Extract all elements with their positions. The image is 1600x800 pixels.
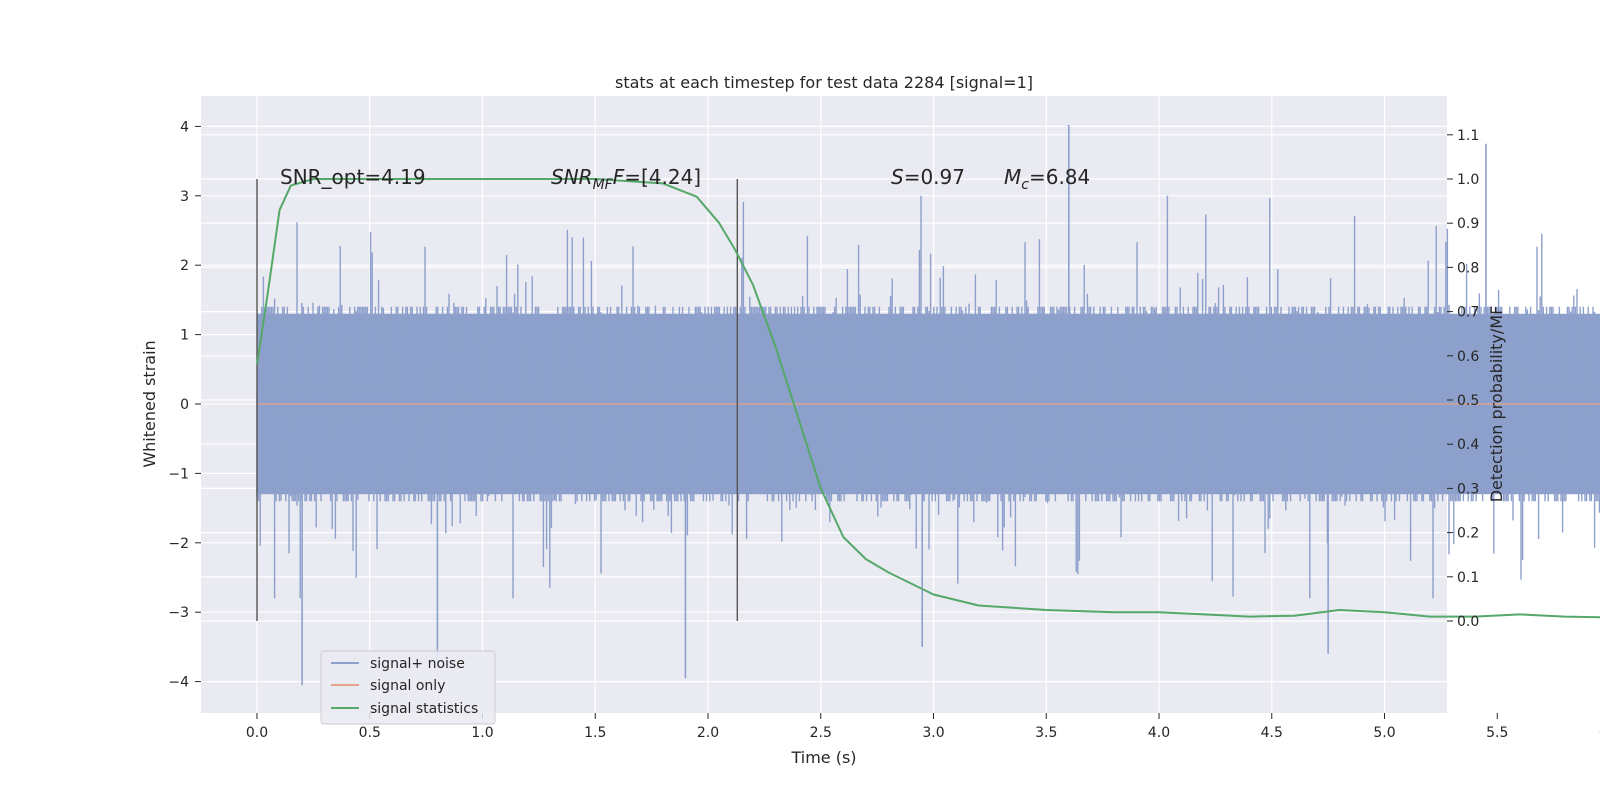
- annotation-mc-subscript: c: [1021, 177, 1029, 193]
- statistics-line: [256, 178, 1600, 619]
- y2-axis-label: Detection probability/MF: [1487, 306, 1506, 503]
- y2-tick-label: 0.5: [1457, 393, 1479, 409]
- annotation-snr-mf: SNRMFF=[4.24]: [551, 165, 701, 193]
- annotation-snr-mf-base: SNR: [551, 165, 593, 189]
- x-tick-label: 0.5: [359, 725, 381, 741]
- annotation-s-label: S: [891, 165, 904, 189]
- annotations: SNR_opt=4.19 SNRMFF=[4.24] S=0.97 Mc=6.8…: [280, 165, 1090, 193]
- x-tick-label: 5.5: [1486, 725, 1508, 741]
- x-tick-label: 2.5: [810, 725, 832, 741]
- y-tick-label: 4: [180, 119, 189, 135]
- y2-tick-label: 0.8: [1457, 260, 1479, 276]
- x-tick-label: 3.0: [922, 725, 944, 741]
- y-tick-label: −2: [168, 536, 189, 552]
- legend-box: [320, 650, 496, 725]
- y2-tick-label: 0.1: [1457, 570, 1479, 586]
- y2-tick-label: 0.2: [1457, 526, 1479, 542]
- y-axis-label: Whitened strain: [140, 340, 159, 467]
- x-tick-label: 2.0: [697, 725, 719, 741]
- legend: signal+ noise signal only signal statist…: [320, 650, 496, 725]
- x-tick-label: 1.5: [584, 725, 606, 741]
- y-tick-label: −3: [168, 605, 189, 621]
- x-tick-label: 4.0: [1148, 725, 1170, 741]
- chart-title: stats at each timestep for test data 228…: [615, 73, 1033, 92]
- annotation-snr-mf-subscript: MF: [593, 177, 614, 193]
- y2-tick-label: 0.3: [1457, 481, 1479, 497]
- y-tick-label: 2: [180, 258, 189, 274]
- ticks: 0.00.51.01.52.02.53.03.54.04.55.05.56.06…: [168, 119, 1600, 741]
- annotation-s-value: =0.97: [904, 165, 965, 189]
- y2-tick-label: 0.7: [1457, 305, 1479, 321]
- legend-label-stats: signal statistics: [370, 701, 478, 717]
- signal-statistics-series: [256, 178, 1600, 619]
- y-tick-label: −4: [168, 675, 189, 691]
- y-tick-label: −1: [168, 466, 189, 482]
- x-tick-label: 1.0: [471, 725, 493, 741]
- y2-tick-label: 0.6: [1457, 349, 1479, 365]
- y2-tick-label: 1.1: [1457, 128, 1479, 144]
- legend-label-noise: signal+ noise: [370, 656, 465, 672]
- y2-tick-label: 0.4: [1457, 437, 1479, 453]
- y2-tick-label: 0.9: [1457, 216, 1479, 232]
- annotation-snr-mf-f: F: [613, 165, 625, 189]
- y-tick-label: 0: [180, 397, 189, 413]
- annotation-mc: Mc=6.84: [1004, 165, 1090, 193]
- signal-only-series: [257, 403, 1600, 405]
- y-tick-label: 3: [180, 189, 189, 205]
- y2-tick-label: 1.0: [1457, 172, 1479, 188]
- legend-label-signal: signal only: [370, 678, 445, 694]
- annotation-mc-value: =6.84: [1029, 165, 1090, 189]
- annotation-snr-opt: SNR_opt=4.19: [280, 165, 426, 189]
- y2-tick-label: 0.0: [1457, 614, 1479, 630]
- x-tick-label: 5.0: [1373, 725, 1395, 741]
- annotation-snr-mf-value: =[4.24]: [624, 165, 701, 189]
- annotation-mc-base: M: [1004, 165, 1021, 189]
- x-tick-label: 4.5: [1261, 725, 1283, 741]
- x-tick-label: 0.0: [246, 725, 268, 741]
- x-tick-label: 6.0: [1599, 725, 1600, 741]
- x-tick-label: 3.5: [1035, 725, 1057, 741]
- annotation-s: S=0.97: [891, 165, 965, 189]
- y-tick-label: 1: [180, 328, 189, 344]
- x-axis-label: Time (s): [790, 748, 856, 767]
